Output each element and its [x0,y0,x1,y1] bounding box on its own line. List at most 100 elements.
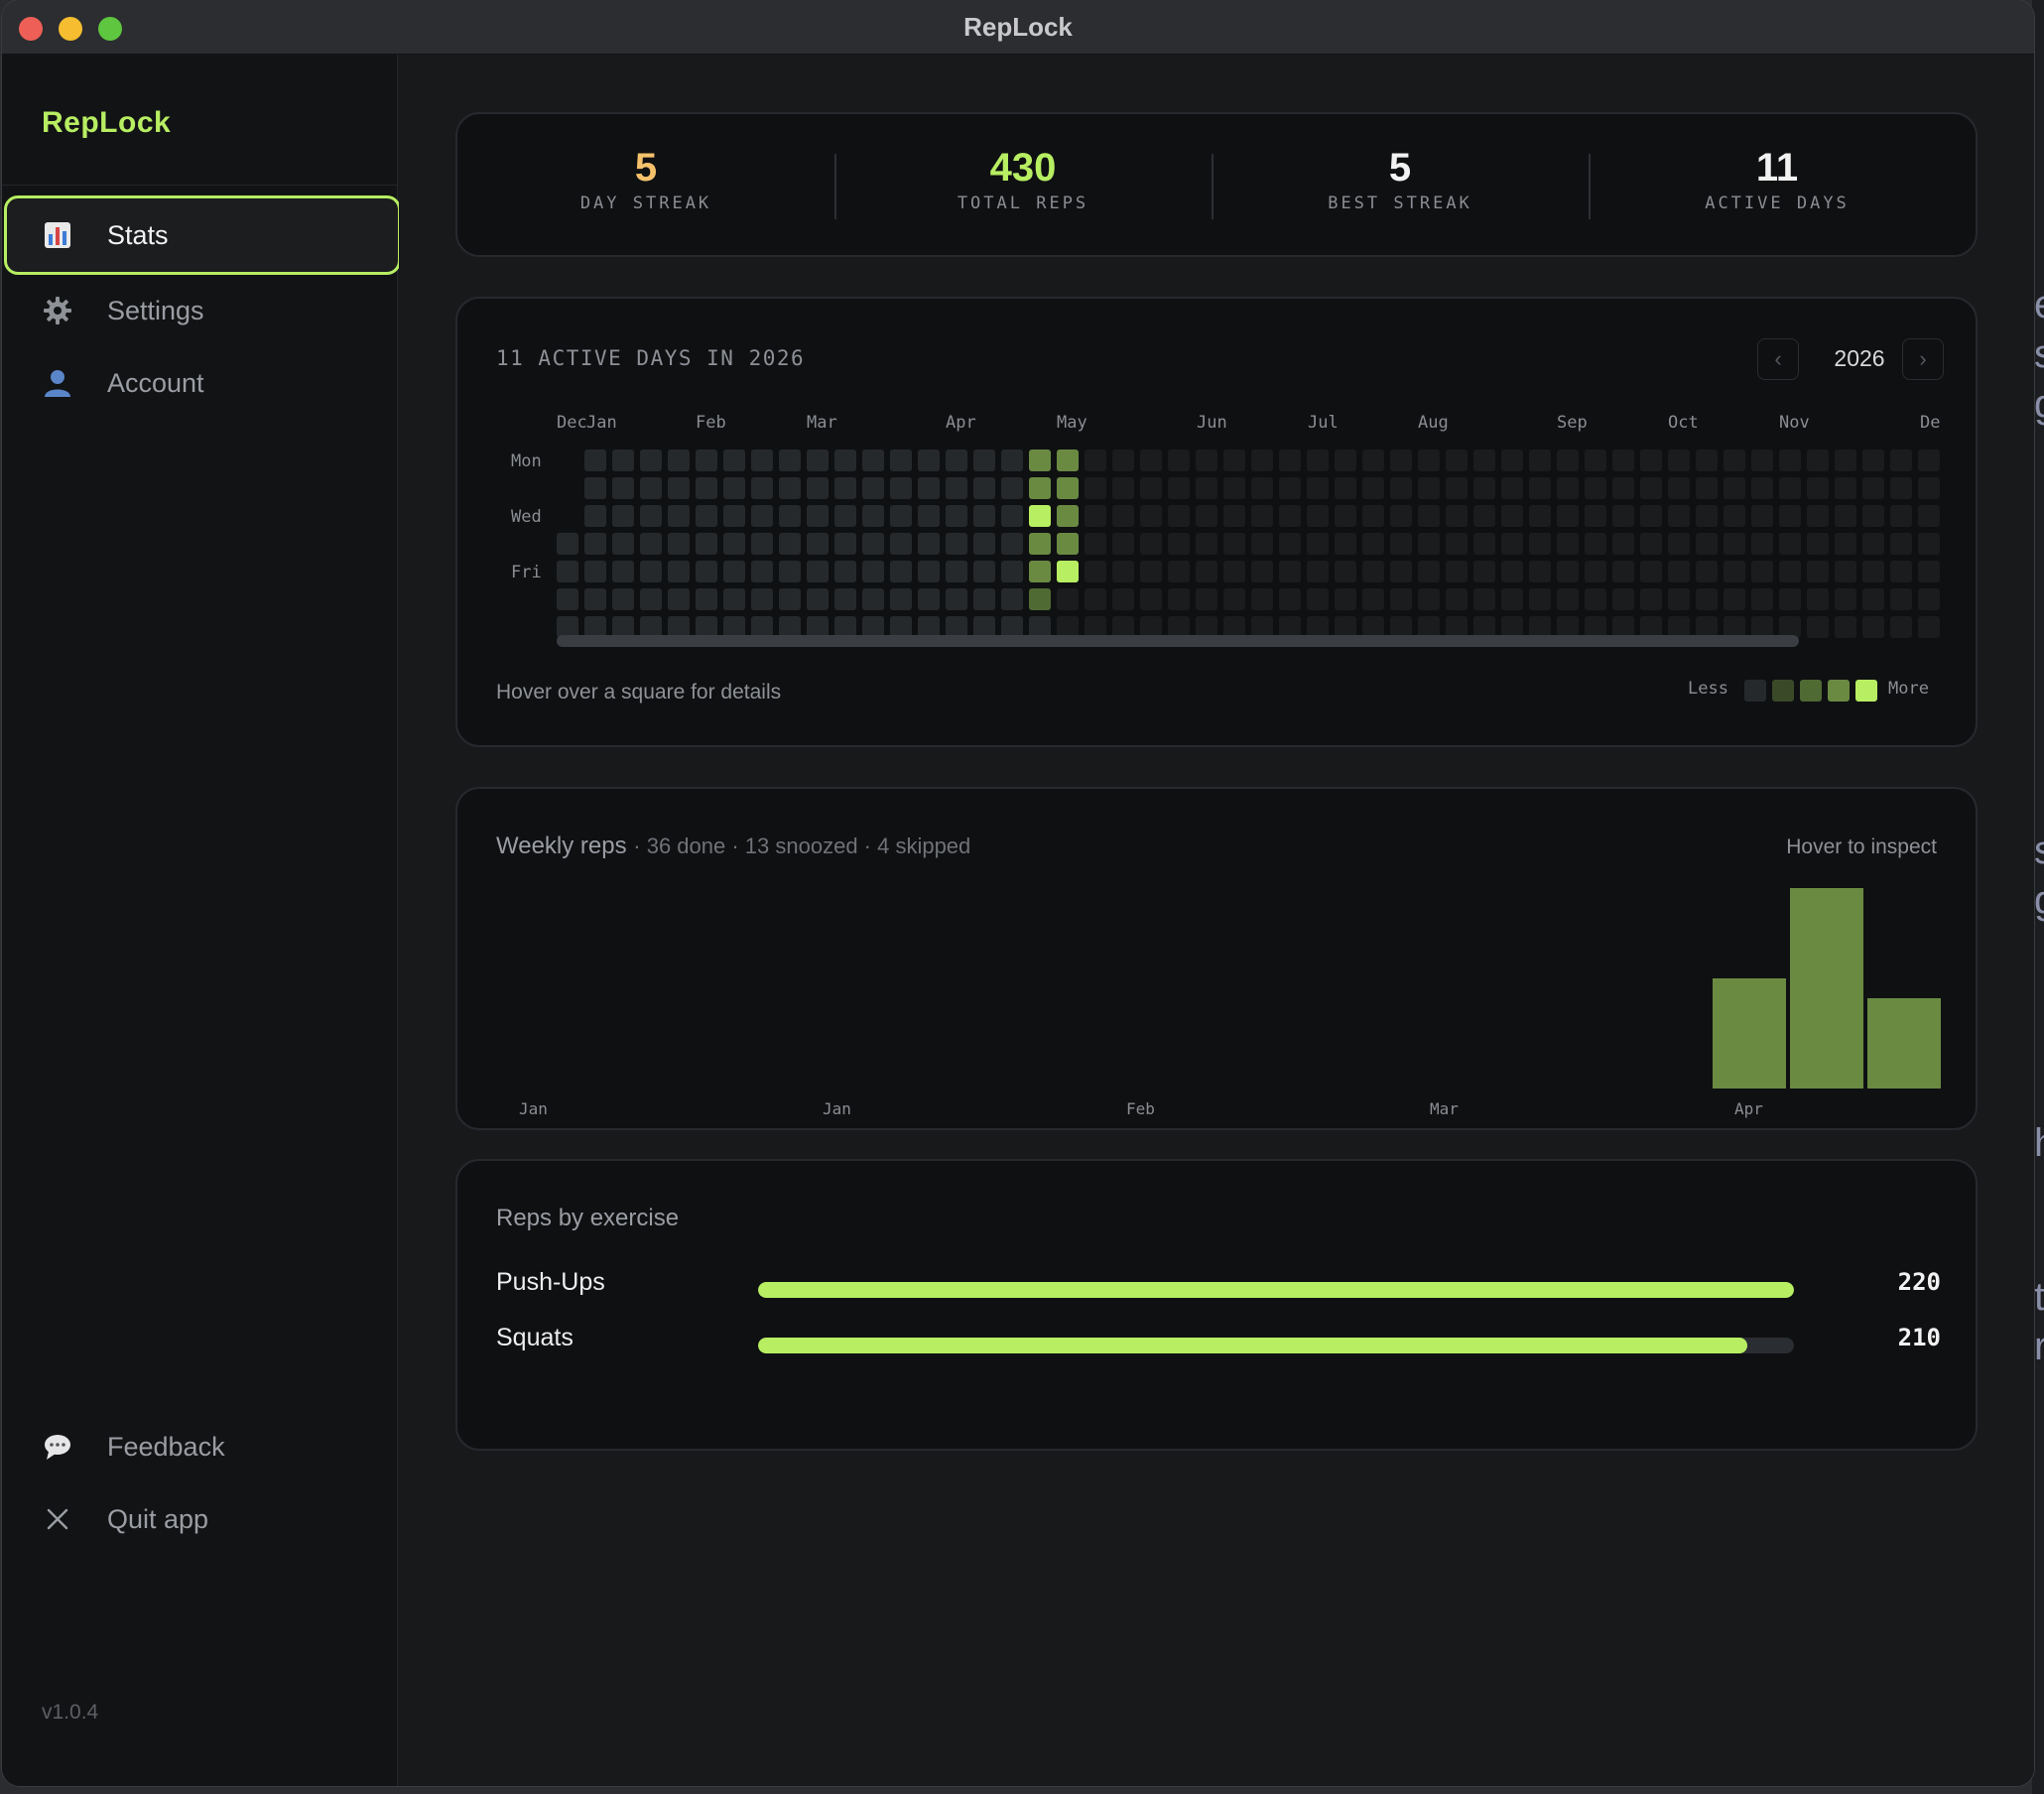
heatmap-cell[interactable] [1168,505,1190,527]
heatmap-cell[interactable] [1890,561,1912,582]
heatmap-cell[interactable] [1918,477,1940,499]
heatmap-cell[interactable] [834,588,856,610]
heatmap-cell[interactable] [1390,505,1412,527]
heatmap-cell[interactable] [1696,616,1718,638]
heatmap-cell[interactable] [1446,449,1468,471]
heatmap-cell[interactable] [1807,505,1829,527]
minimize-window-button[interactable] [59,17,82,41]
heatmap-cell[interactable] [973,588,995,610]
heatmap-cell[interactable] [862,533,884,555]
heatmap-cell[interactable] [973,505,995,527]
heatmap-cell[interactable] [723,449,745,471]
heatmap-cell[interactable] [1335,533,1356,555]
heatmap-cell[interactable] [834,616,856,638]
heatmap-cell[interactable] [1779,449,1801,471]
heatmap-cell[interactable] [1835,616,1856,638]
heatmap-cell[interactable] [1890,477,1912,499]
heatmap-cell[interactable] [1140,588,1162,610]
heatmap-cell[interactable] [1279,588,1301,610]
heatmap-cell[interactable] [1446,588,1468,610]
heatmap-cell[interactable] [1418,616,1440,638]
heatmap-cell[interactable] [1473,449,1495,471]
heatmap-cell[interactable] [1724,616,1745,638]
heatmap-cell[interactable] [1418,588,1440,610]
heatmap-cell[interactable] [557,561,578,582]
heatmap-cell[interactable] [751,588,773,610]
heatmap-cell[interactable] [1196,449,1217,471]
heatmap-cell[interactable] [1362,561,1384,582]
heatmap-cell[interactable] [807,449,829,471]
heatmap-cell[interactable] [751,477,773,499]
heatmap-cell[interactable] [890,588,912,610]
heatmap-cell[interactable] [1696,588,1718,610]
heatmap-cell[interactable] [1390,616,1412,638]
heatmap-cell[interactable] [1696,533,1718,555]
heatmap-cell[interactable] [1029,616,1051,638]
heatmap-cell[interactable] [1501,588,1523,610]
heatmap-cell[interactable] [723,588,745,610]
quit-app-button[interactable]: Quit app [4,1479,401,1559]
heatmap-cell[interactable] [1446,477,1468,499]
heatmap-cell[interactable] [1390,561,1412,582]
heatmap-cell[interactable] [890,477,912,499]
heatmap-cell[interactable] [1362,505,1384,527]
heatmap-cell[interactable] [1724,533,1745,555]
heatmap-cell[interactable] [1418,561,1440,582]
heatmap-cell[interactable] [584,505,606,527]
heatmap-cell[interactable] [1779,505,1801,527]
heatmap-cell[interactable] [1557,533,1579,555]
heatmap-cell[interactable] [1335,616,1356,638]
heatmap-cell[interactable] [1751,533,1773,555]
heatmap-cell[interactable] [1335,505,1356,527]
heatmap-cell[interactable] [1029,449,1051,471]
heatmap-cell[interactable] [1168,561,1190,582]
heatmap-cell[interactable] [668,616,690,638]
heatmap-cell[interactable] [807,505,829,527]
heatmap-cell[interactable] [1473,588,1495,610]
heatmap-cell[interactable] [1501,616,1523,638]
heatmap-cell[interactable] [1085,505,1106,527]
heatmap-cell[interactable] [890,561,912,582]
heatmap-cell[interactable] [1640,616,1662,638]
heatmap-cell[interactable] [862,505,884,527]
heatmap-cell[interactable] [1307,588,1329,610]
heatmap-cell[interactable] [1862,588,1884,610]
heatmap-cell[interactable] [1390,477,1412,499]
heatmap-cell[interactable] [1196,477,1217,499]
heatmap-cell[interactable] [1085,616,1106,638]
heatmap-cell[interactable] [1418,505,1440,527]
heatmap-cell[interactable] [1001,477,1023,499]
heatmap-cell[interactable] [584,616,606,638]
heatmap-cell[interactable] [1362,533,1384,555]
heatmap-cell[interactable] [1751,588,1773,610]
heatmap-cell[interactable] [723,561,745,582]
heatmap-cell[interactable] [1918,505,1940,527]
heatmap-cell[interactable] [1362,477,1384,499]
heatmap-cell[interactable] [890,449,912,471]
heatmap-cell[interactable] [1612,588,1634,610]
heatmap-cell[interactable] [1362,616,1384,638]
heatmap-cell[interactable] [918,616,940,638]
heatmap-cell[interactable] [1335,561,1356,582]
sidebar-item-settings[interactable]: Settings [4,271,401,350]
heatmap-cell[interactable] [1140,561,1162,582]
heatmap-cell[interactable] [834,449,856,471]
heatmap-cell[interactable] [640,588,662,610]
heatmap-cell[interactable] [1335,588,1356,610]
heatmap-cell[interactable] [1724,449,1745,471]
heatmap-cell[interactable] [1307,616,1329,638]
heatmap-cell[interactable] [1473,561,1495,582]
heatmap-cell[interactable] [1418,533,1440,555]
heatmap-cell[interactable] [1418,449,1440,471]
heatmap-cell[interactable] [862,477,884,499]
heatmap-cell[interactable] [1223,588,1245,610]
heatmap-cell[interactable] [1529,561,1551,582]
heatmap-cell[interactable] [1251,505,1273,527]
heatmap-cell[interactable] [1890,449,1912,471]
heatmap-cell[interactable] [862,449,884,471]
heatmap-cell[interactable] [1862,477,1884,499]
heatmap-cell[interactable] [918,505,940,527]
heatmap-cell[interactable] [1612,616,1634,638]
next-year-button[interactable]: › [1902,338,1944,380]
heatmap-cell[interactable] [918,449,940,471]
